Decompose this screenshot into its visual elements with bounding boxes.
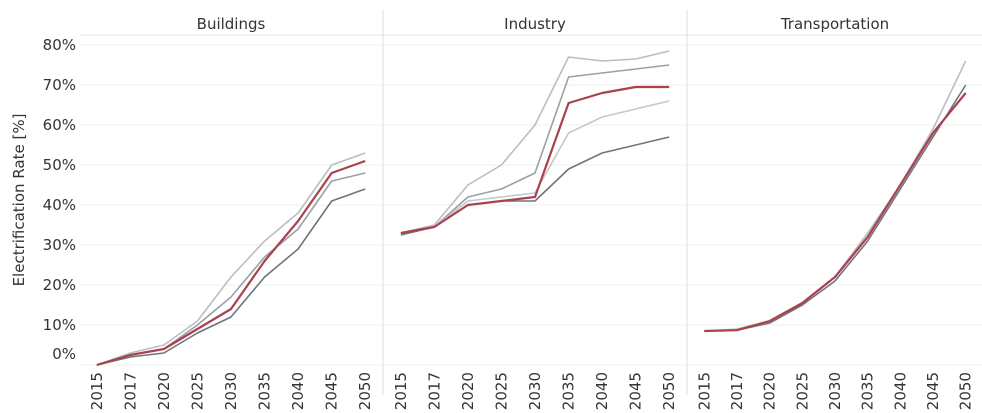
x-tick-label: 2040 — [593, 372, 611, 410]
x-tick-label: 2015 — [392, 372, 410, 410]
series-line — [96, 159, 366, 367]
x-tick-label: 2017 — [121, 372, 139, 410]
panel-title: Industry — [504, 15, 566, 33]
x-tick-label: 2025 — [188, 372, 206, 410]
x-tick-label: 2025 — [492, 372, 510, 410]
series-line — [400, 100, 670, 234]
series-line — [704, 92, 967, 333]
y-tick-label: 10% — [43, 316, 76, 334]
y-tick-label: 50% — [43, 156, 76, 174]
series-line — [400, 50, 670, 234]
x-tick-label: 2045 — [323, 372, 341, 410]
y-tick-label: 80% — [43, 36, 76, 54]
x-tick-label: 2025 — [793, 372, 811, 410]
x-tick-label: 2045 — [627, 372, 645, 410]
x-tick-label: 2030 — [826, 372, 844, 410]
y-tick-label: 0% — [52, 345, 76, 363]
x-tick-label: 2050 — [660, 372, 678, 410]
x-tick-label: 2017 — [728, 372, 746, 410]
series-line — [96, 172, 366, 366]
x-tick-label: 2015 — [88, 372, 106, 410]
x-tick-label: 2040 — [891, 372, 909, 410]
x-tick-label: 2015 — [695, 372, 713, 410]
x-tick-label: 2030 — [526, 372, 544, 410]
x-tick-label: 2030 — [222, 372, 240, 410]
x-tick-label: 2020 — [761, 372, 779, 410]
y-tick-label: 20% — [43, 276, 76, 294]
series-line — [400, 85, 670, 235]
series-line — [400, 64, 670, 234]
y-tick-label: 70% — [43, 76, 76, 94]
x-tick-label: 2020 — [459, 372, 477, 410]
y-tick-label: 40% — [43, 196, 76, 214]
series-line — [704, 60, 967, 332]
series-line — [704, 84, 967, 332]
y-tick-label: 30% — [43, 236, 76, 254]
x-tick-label: 2035 — [560, 372, 578, 410]
y-tick-label: 60% — [43, 116, 76, 134]
x-tick-label: 2050 — [957, 372, 975, 410]
panel-title: Buildings — [197, 15, 266, 33]
y-axis-label: Electrification Rate [%] — [10, 114, 28, 287]
panel-title: Transportation — [780, 15, 889, 33]
series-line — [96, 188, 366, 366]
x-tick-label: 2017 — [425, 372, 443, 410]
x-tick-label: 2020 — [155, 372, 173, 410]
x-tick-label: 2035 — [859, 372, 877, 410]
x-tick-label: 2050 — [356, 372, 374, 410]
series-line — [96, 152, 366, 366]
x-tick-label: 2035 — [256, 372, 274, 410]
x-tick-label: 2045 — [924, 372, 942, 410]
x-tick-label: 2040 — [289, 372, 307, 410]
